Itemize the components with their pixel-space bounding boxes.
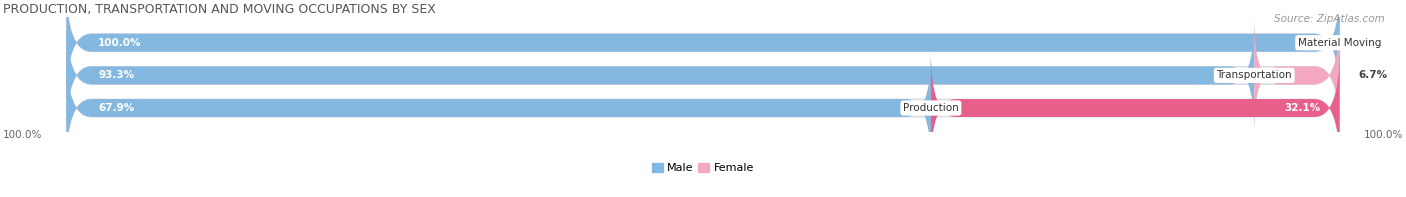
FancyBboxPatch shape (66, 52, 931, 164)
FancyBboxPatch shape (66, 52, 1340, 164)
Text: 100.0%: 100.0% (98, 38, 142, 48)
FancyBboxPatch shape (1254, 19, 1340, 132)
FancyBboxPatch shape (66, 0, 1340, 99)
Legend: Male, Female: Male, Female (647, 159, 759, 178)
Text: 100.0%: 100.0% (1364, 130, 1403, 140)
Text: 93.3%: 93.3% (98, 70, 135, 80)
Text: 32.1%: 32.1% (1284, 103, 1320, 113)
Text: Production: Production (903, 103, 959, 113)
Text: 67.9%: 67.9% (98, 103, 135, 113)
FancyBboxPatch shape (66, 0, 1340, 99)
Text: PRODUCTION, TRANSPORTATION AND MOVING OCCUPATIONS BY SEX: PRODUCTION, TRANSPORTATION AND MOVING OC… (3, 3, 436, 16)
FancyBboxPatch shape (66, 19, 1340, 132)
Text: 100.0%: 100.0% (3, 130, 42, 140)
FancyBboxPatch shape (66, 19, 1254, 132)
Text: Transportation: Transportation (1216, 70, 1292, 80)
Text: Material Moving: Material Moving (1298, 38, 1381, 48)
FancyBboxPatch shape (931, 52, 1340, 164)
Text: Source: ZipAtlas.com: Source: ZipAtlas.com (1274, 14, 1385, 24)
Text: 6.7%: 6.7% (1358, 70, 1388, 80)
